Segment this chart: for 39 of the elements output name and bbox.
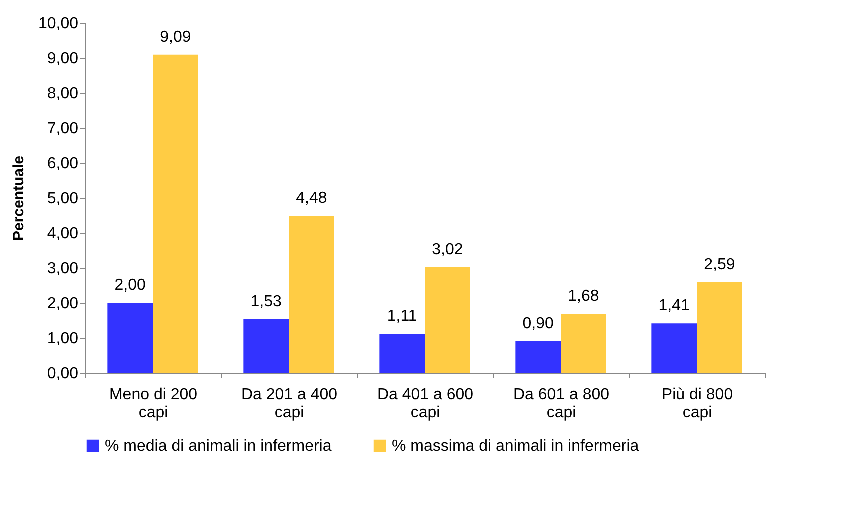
bar	[516, 342, 561, 373]
data-label: 1,11	[387, 308, 418, 326]
data-label: 0,90	[522, 316, 554, 332]
bar	[380, 334, 425, 373]
y-tick-label: 10,00	[38, 16, 79, 32]
data-label: 3,02	[432, 241, 464, 258]
y-tick-label: 0,00	[47, 366, 79, 382]
legend-label: % media di animali in infermeria	[105, 438, 332, 455]
x-tick-label: Più di 800 capi	[662, 386, 734, 422]
data-label: 1,68	[568, 288, 600, 306]
x-tick-label: Da 601 a 800 capi	[513, 386, 610, 422]
x-tick-label: Da 201 a 400 capi	[241, 386, 338, 422]
data-label: 1,53	[250, 293, 282, 310]
y-tick-label: 2,00	[47, 296, 79, 312]
data-label: 2,59	[704, 256, 736, 274]
y-axis-title: Percentuale	[10, 156, 28, 242]
x-tick-label: Da 401 a 600 capi	[377, 386, 474, 422]
bar	[244, 319, 289, 373]
data-label: 9,09	[160, 28, 192, 46]
y-tick-label: 8,00	[47, 86, 79, 102]
y-tick-label: 4,00	[47, 226, 79, 242]
bar	[697, 282, 742, 373]
y-tick-label: 1,00	[47, 330, 79, 348]
x-tick-label: Meno di 200 capi	[109, 386, 198, 422]
y-tick-label: 7,00	[47, 120, 79, 138]
data-label: 1,41	[658, 298, 690, 315]
bar	[108, 303, 153, 373]
data-label: 2,00	[114, 277, 146, 294]
y-tick-label: 6,00	[47, 156, 79, 172]
bar	[153, 54, 198, 373]
y-tick-label: 3,00	[47, 260, 79, 278]
data-label: 4,48	[296, 190, 328, 208]
bar	[289, 216, 334, 373]
y-tick-label: 9,00	[47, 50, 79, 68]
bar	[652, 324, 697, 373]
bar	[425, 267, 470, 373]
bar	[561, 314, 606, 373]
y-tick-label: 5,00	[47, 190, 79, 208]
legend-label: % massima di animali in infermeria	[392, 438, 640, 455]
